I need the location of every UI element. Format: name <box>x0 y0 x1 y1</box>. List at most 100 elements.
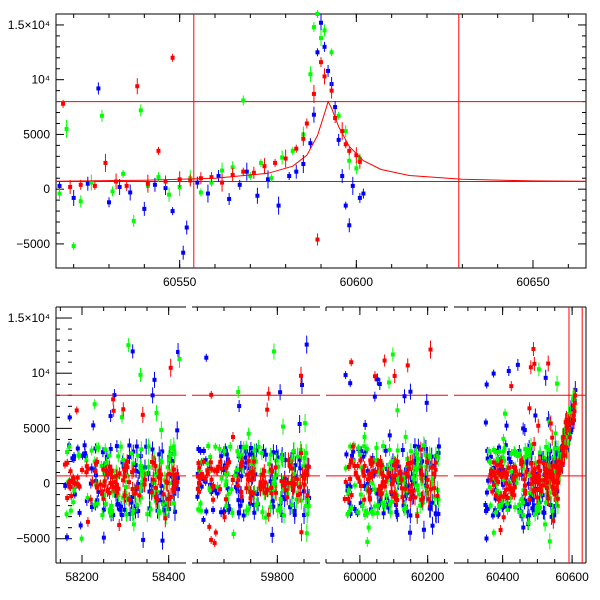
point-marker <box>302 455 307 460</box>
data-point <box>270 526 275 543</box>
data-point <box>388 506 393 519</box>
data-point <box>543 494 548 511</box>
point-marker <box>168 365 173 370</box>
point-marker <box>101 467 106 472</box>
point-marker <box>349 458 354 463</box>
point-marker <box>228 444 233 449</box>
point-marker <box>243 455 248 460</box>
point-marker <box>517 449 522 454</box>
point-marker <box>491 530 496 535</box>
point-marker <box>110 475 115 480</box>
data-point <box>527 493 532 506</box>
data-point <box>370 457 375 468</box>
point-marker <box>550 435 555 440</box>
point-marker <box>105 472 110 477</box>
data-point <box>172 472 177 491</box>
data-point <box>348 379 353 388</box>
data-point <box>68 467 73 476</box>
data-point <box>168 445 173 464</box>
point-marker <box>522 428 527 433</box>
bottom-series-0 <box>195 335 312 543</box>
point-marker <box>95 498 100 503</box>
data-point <box>265 402 270 417</box>
point-marker <box>247 452 252 457</box>
point-marker <box>89 466 94 471</box>
data-point <box>358 456 363 465</box>
data-point <box>144 438 149 455</box>
point-marker <box>157 452 162 457</box>
data-point <box>243 451 248 464</box>
bottom-series-2 <box>62 358 180 531</box>
point-marker <box>71 500 76 505</box>
data-point <box>430 493 435 512</box>
point-marker <box>524 469 529 474</box>
data-point <box>260 505 265 520</box>
point-marker <box>107 200 111 205</box>
point-marker <box>387 502 392 507</box>
data-point <box>219 463 224 474</box>
point-marker <box>430 477 435 482</box>
point-marker <box>488 454 493 459</box>
data-point <box>404 483 409 498</box>
point-marker <box>244 444 249 449</box>
point-marker <box>433 467 438 472</box>
point-marker <box>523 491 528 496</box>
point-marker <box>426 497 431 502</box>
point-marker <box>69 494 74 499</box>
point-marker <box>298 373 303 378</box>
data-point <box>336 111 341 120</box>
point-marker <box>222 515 227 520</box>
data-point <box>145 506 150 523</box>
point-marker <box>144 444 149 449</box>
point-marker <box>172 479 177 484</box>
point-marker <box>534 495 539 500</box>
data-point <box>290 146 295 155</box>
data-point <box>74 406 79 415</box>
point-marker <box>168 494 173 499</box>
data-point <box>364 443 369 454</box>
data-point <box>433 460 438 479</box>
point-marker <box>249 478 254 483</box>
data-point <box>238 440 243 453</box>
point-marker <box>240 466 245 471</box>
point-marker <box>104 460 109 465</box>
point-marker <box>493 508 498 513</box>
data-point <box>515 450 520 463</box>
point-marker <box>247 486 252 491</box>
data-point <box>89 445 94 456</box>
data-point <box>526 477 531 490</box>
data-point <box>157 446 162 463</box>
point-marker <box>254 503 259 508</box>
point-marker <box>559 461 564 466</box>
point-marker <box>532 471 537 476</box>
point-marker <box>278 496 283 501</box>
point-marker <box>515 454 520 459</box>
point-marker <box>111 397 116 402</box>
data-point <box>141 531 146 548</box>
data-point <box>107 449 112 462</box>
data-point <box>303 414 308 433</box>
point-marker <box>175 480 180 485</box>
point-marker <box>166 457 171 462</box>
data-point <box>219 473 224 484</box>
point-marker <box>375 469 380 474</box>
point-marker <box>425 484 430 489</box>
data-point <box>248 486 253 499</box>
point-marker <box>382 358 387 363</box>
point-marker <box>294 497 299 502</box>
point-marker <box>561 434 566 439</box>
data-point <box>125 460 130 475</box>
point-marker <box>533 413 538 418</box>
data-point <box>93 465 98 476</box>
data-point <box>159 421 164 440</box>
data-point <box>508 457 513 468</box>
point-marker <box>219 454 224 459</box>
data-point <box>150 387 155 404</box>
point-marker <box>403 493 408 498</box>
point-marker <box>434 512 439 517</box>
point-marker <box>111 513 116 518</box>
point-marker <box>254 448 259 453</box>
point-marker <box>138 372 143 377</box>
point-marker <box>401 475 406 480</box>
